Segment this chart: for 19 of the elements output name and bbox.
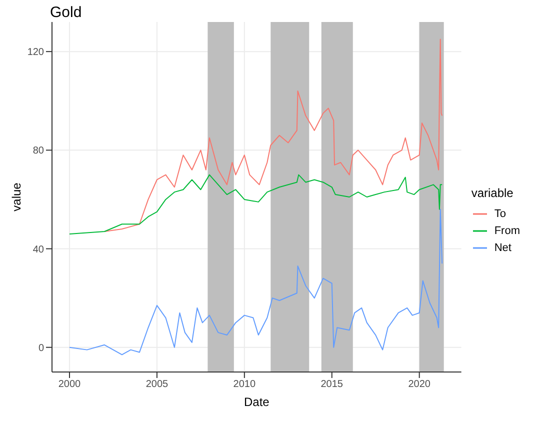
x-tick-label: 2005 <box>146 379 169 390</box>
line-series <box>104 38 443 232</box>
x-axis-title: Date <box>244 395 270 409</box>
line-series <box>68 174 443 234</box>
y-tick-label: 120 <box>27 47 44 58</box>
y-axis-title: value <box>9 182 24 212</box>
legend-label: To <box>494 208 506 220</box>
legend-title: variable <box>471 186 514 200</box>
line-series <box>68 208 443 356</box>
x-tick-label: 2015 <box>320 379 344 390</box>
x-tick-label: 2010 <box>233 379 256 390</box>
y-tick-label: 0 <box>38 342 44 354</box>
legend-label: From <box>494 225 520 237</box>
x-tick-label: 2000 <box>58 379 82 390</box>
legend-label: Net <box>494 242 512 254</box>
y-tick-label: 80 <box>32 146 44 157</box>
chart-title: Gold <box>50 4 82 21</box>
x-tick-label: 2020 <box>408 379 431 390</box>
y-tick-label: 40 <box>32 244 44 256</box>
